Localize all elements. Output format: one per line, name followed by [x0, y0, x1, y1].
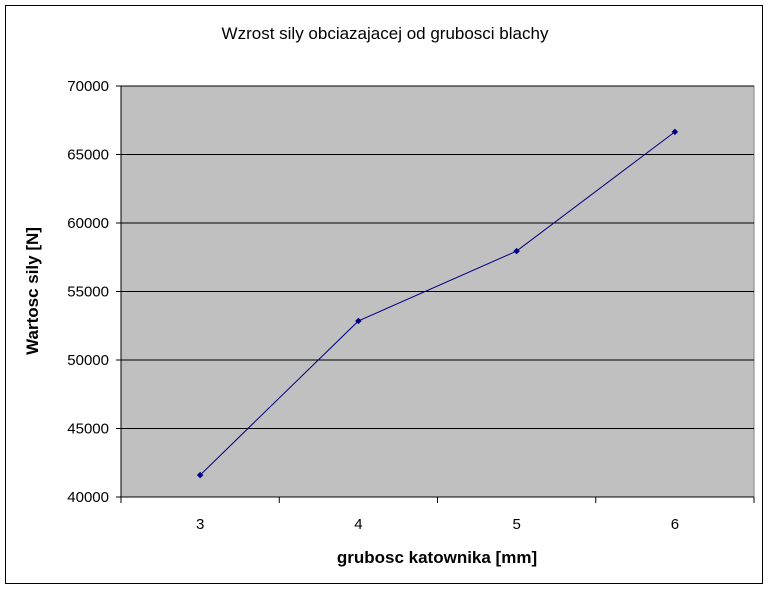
y-tick-label: 40000 — [67, 489, 109, 506]
gridlines — [121, 85, 754, 429]
x-axis-title: grubosc katownika [mm] — [337, 548, 537, 567]
y-tick-label: 50000 — [67, 352, 109, 369]
x-axis-ticks: 3 4 5 6 — [120, 497, 755, 533]
y-tick-label: 70000 — [67, 78, 109, 95]
data-point-marker — [671, 128, 679, 136]
data-point-marker — [196, 471, 204, 479]
x-tick-label: 4 — [354, 516, 362, 533]
series-line — [199, 131, 676, 476]
data-point-marker — [355, 317, 362, 325]
series-group — [196, 128, 679, 479]
chart-title: Wzrost sily obciazajacej od grubosci bla… — [222, 24, 549, 43]
y-axis-title: Wartosc sily [N] — [23, 227, 42, 355]
x-tick-label: 6 — [671, 516, 679, 533]
y-tick-label: 45000 — [67, 421, 109, 438]
x-tick-label: 5 — [512, 516, 520, 533]
data-point-marker — [513, 247, 520, 255]
y-tick-label: 55000 — [67, 284, 109, 301]
x-tick-label: 3 — [196, 516, 204, 533]
y-axis-ticks: 40000 45000 50000 55000 60000 65000 70000 — [67, 78, 121, 506]
y-tick-label: 60000 — [67, 215, 109, 232]
y-tick-label: 65000 — [67, 147, 109, 164]
